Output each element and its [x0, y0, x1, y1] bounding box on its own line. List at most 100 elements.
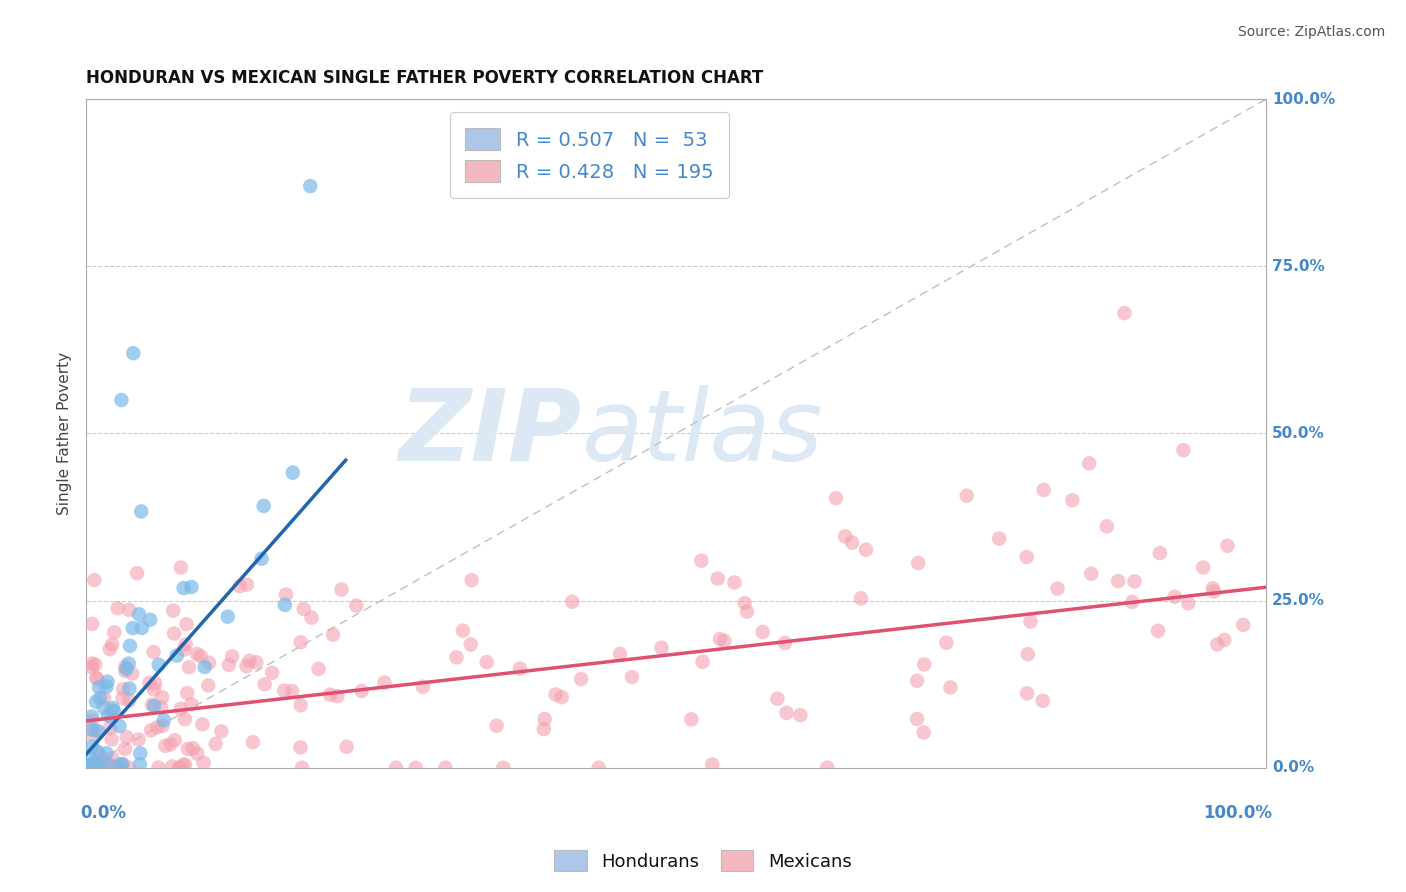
Point: [148, 761, 170, 775]
Point: [1202, 582, 1225, 596]
Point: [167, 761, 190, 775]
Point: [1206, 637, 1229, 651]
Point: [935, 636, 957, 650]
Point: [299, 179, 322, 194]
Point: [128, 607, 150, 622]
Point: [101, 701, 124, 715]
Point: [1015, 549, 1038, 564]
Point: [291, 761, 314, 775]
Point: [176, 617, 198, 632]
Point: [103, 761, 125, 775]
Point: [262, 665, 284, 680]
Point: [766, 691, 789, 706]
Point: [141, 698, 163, 712]
Point: [650, 640, 672, 655]
Point: [173, 642, 195, 657]
Point: [180, 698, 202, 712]
Point: [96, 680, 118, 694]
Point: [110, 392, 132, 407]
Point: [166, 648, 188, 663]
Point: [169, 761, 191, 775]
Point: [849, 591, 872, 606]
Point: [451, 624, 474, 638]
Point: [825, 491, 848, 505]
Point: [114, 742, 136, 756]
Point: [108, 719, 131, 733]
Point: [475, 655, 498, 669]
Point: [108, 761, 131, 775]
Point: [82, 739, 104, 754]
Point: [1232, 618, 1254, 632]
Point: [155, 739, 177, 753]
Point: [446, 650, 468, 665]
Point: [186, 747, 208, 761]
Point: [111, 757, 134, 772]
Point: [80, 714, 103, 728]
Point: [111, 690, 134, 705]
Point: [690, 554, 713, 568]
Point: [1078, 456, 1101, 470]
Point: [87, 761, 110, 775]
Point: [1095, 519, 1118, 533]
Point: [131, 621, 153, 635]
Point: [80, 660, 103, 674]
Text: atlas: atlas: [582, 385, 824, 482]
Point: [172, 757, 194, 772]
Point: [160, 759, 183, 773]
Text: 50.0%: 50.0%: [1272, 426, 1324, 441]
Point: [96, 746, 118, 760]
Point: [186, 647, 208, 661]
Point: [80, 757, 103, 772]
Point: [93, 691, 115, 706]
Point: [84, 695, 107, 709]
Point: [1032, 694, 1054, 708]
Point: [492, 761, 515, 775]
Point: [114, 659, 136, 673]
Point: [118, 639, 141, 653]
Point: [221, 649, 243, 664]
Text: 100.0%: 100.0%: [1272, 92, 1336, 107]
Point: [176, 686, 198, 700]
Point: [89, 681, 111, 695]
Point: [138, 675, 160, 690]
Point: [561, 595, 583, 609]
Point: [253, 677, 276, 691]
Point: [841, 535, 863, 549]
Point: [114, 664, 136, 678]
Point: [939, 681, 962, 695]
Point: [150, 690, 173, 705]
Point: [1123, 574, 1146, 589]
Point: [1213, 632, 1236, 647]
Point: [1019, 615, 1042, 629]
Point: [86, 672, 108, 686]
Point: [250, 551, 273, 566]
Point: [385, 761, 408, 775]
Text: 75.0%: 75.0%: [1272, 259, 1324, 274]
Point: [273, 683, 295, 698]
Point: [96, 674, 118, 689]
Point: [274, 588, 297, 602]
Point: [1017, 686, 1039, 700]
Point: [460, 573, 482, 587]
Point: [100, 732, 122, 747]
Point: [253, 499, 276, 513]
Point: [148, 657, 170, 672]
Point: [775, 706, 797, 720]
Legend: Hondurans, Mexicans: Hondurans, Mexicans: [547, 843, 859, 879]
Point: [301, 610, 323, 624]
Point: [681, 712, 703, 726]
Point: [89, 749, 111, 764]
Point: [80, 727, 103, 741]
Point: [1032, 483, 1054, 497]
Point: [1173, 443, 1195, 458]
Point: [83, 573, 105, 587]
Point: [118, 693, 141, 707]
Point: [84, 744, 107, 758]
Point: [907, 556, 929, 570]
Point: [1046, 582, 1069, 596]
Point: [373, 675, 395, 690]
Point: [83, 757, 105, 772]
Point: [1149, 546, 1171, 560]
Point: [143, 676, 166, 690]
Point: [336, 739, 359, 754]
